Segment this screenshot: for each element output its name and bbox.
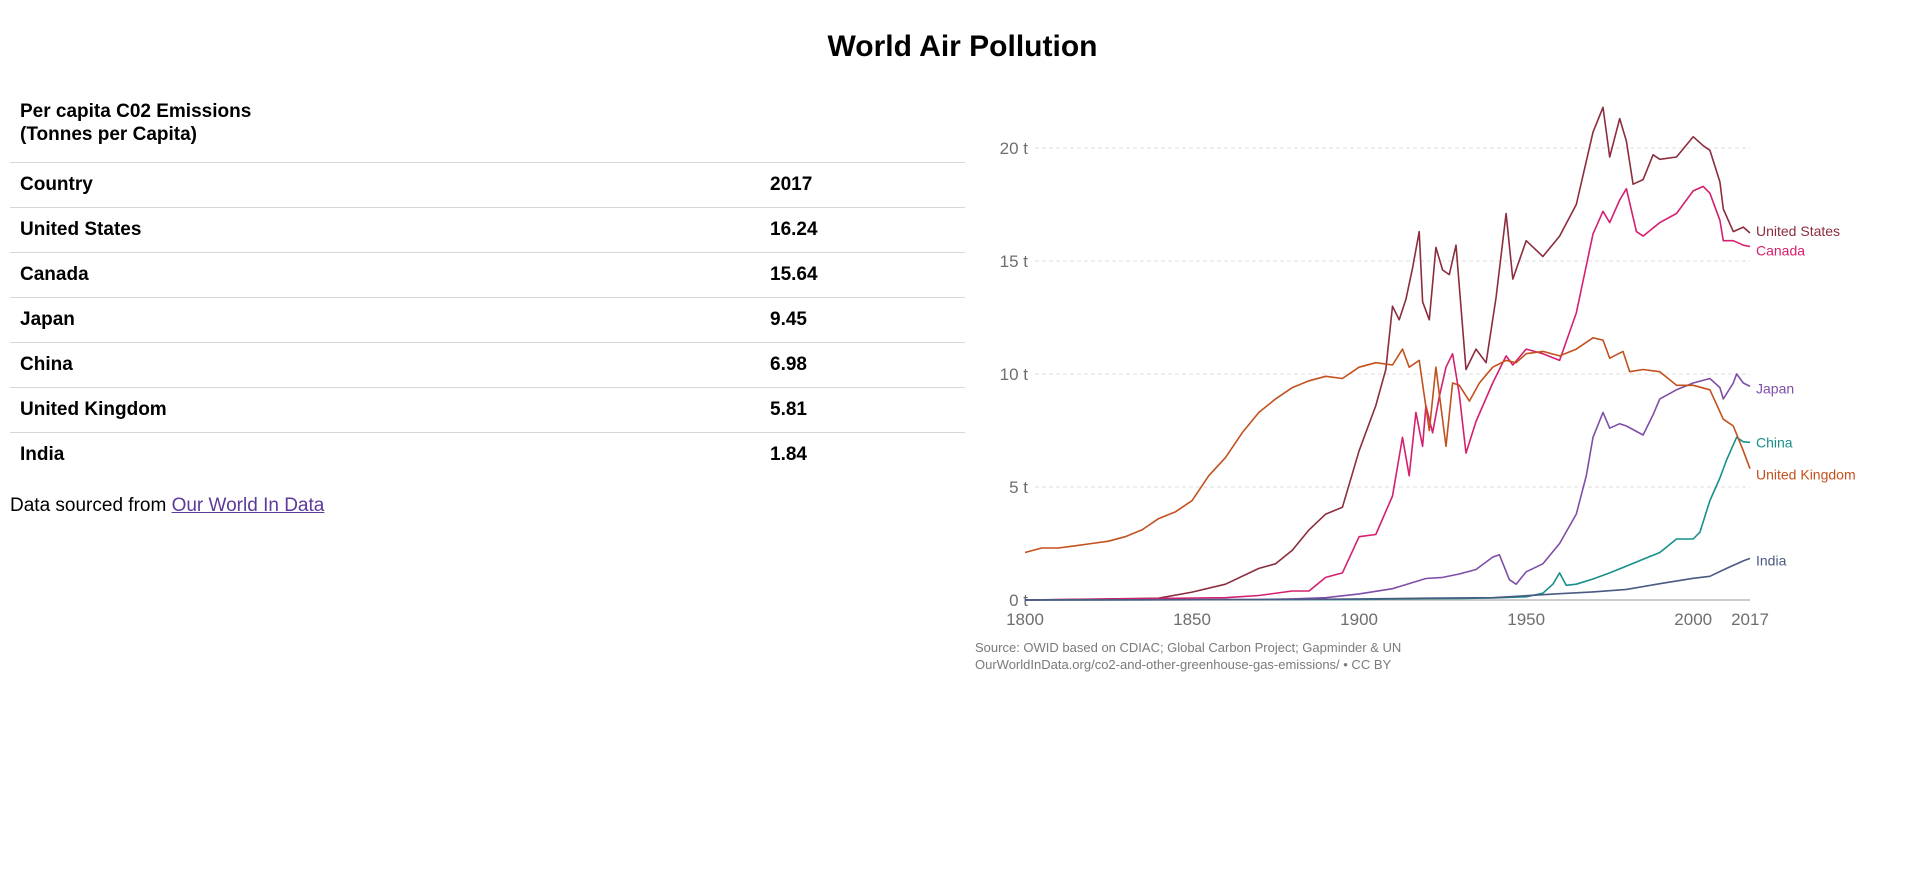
data-source-prefix: Data sourced from	[10, 495, 167, 516]
value-cell: 5.81	[760, 387, 965, 433]
series-line	[1024, 557, 1751, 601]
table-caption-line2: (Tonnes per Capita)	[20, 124, 197, 145]
country-cell: Canada	[10, 252, 760, 298]
series-label: China	[1756, 434, 1793, 450]
x-tick-label: 2017	[1731, 610, 1769, 629]
y-tick-label: 10 t	[1000, 365, 1029, 384]
emissions-table-panel: Per capita C02 Emissions (Tonnes per Cap…	[10, 100, 965, 477]
table-header-row: Country 2017	[10, 162, 965, 208]
data-source-link[interactable]: Our World In Data	[171, 495, 325, 516]
table-caption-row: Per capita C02 Emissions (Tonnes per Cap…	[10, 100, 965, 163]
table-row: United Kingdom 5.81	[10, 387, 965, 433]
data-source-line: Data sourced from Our World In Data	[10, 495, 324, 517]
y-tick-label: 20 t	[1000, 139, 1029, 158]
country-cell: United States	[10, 207, 760, 253]
x-tick-label: 1800	[1006, 610, 1044, 629]
series-line	[1024, 337, 1751, 554]
table-row: United States 16.24	[10, 207, 965, 253]
series-line	[1024, 106, 1751, 601]
series-label: India	[1756, 552, 1787, 568]
country-cell: United Kingdom	[10, 387, 760, 433]
emissions-line-chart: 0 t 5 t 10 t 15 t 20 t 1800 1850 1900 1950 2000 20…	[975, 106, 1856, 672]
series-label: United States	[1756, 223, 1840, 239]
x-tick-label: 1900	[1340, 610, 1378, 629]
table-caption: Per capita C02 Emissions (Tonnes per Cap…	[10, 100, 965, 163]
series-label: Japan	[1756, 380, 1794, 396]
y-tick-label: 0 t	[1009, 591, 1028, 610]
series-label: United Kingdom	[1756, 467, 1856, 483]
series-line	[1024, 185, 1751, 601]
x-tick-label: 1950	[1507, 610, 1545, 629]
country-cell: China	[10, 342, 760, 388]
series-line	[1024, 436, 1751, 601]
value-cell: 9.45	[760, 297, 965, 343]
country-cell: India	[10, 432, 760, 477]
value-cell: 15.64	[760, 252, 965, 298]
table-row: Canada 15.64	[10, 252, 965, 298]
column-header-year: 2017	[760, 162, 965, 208]
series-line	[1024, 373, 1751, 601]
table-row: India 1.84	[10, 432, 965, 477]
emissions-chart: 0 t 5 t 10 t 15 t 20 t 1800 1850 1900 1950 2000 20…	[975, 100, 1920, 680]
table-row: Japan 9.45	[10, 297, 965, 343]
y-tick-label: 15 t	[1000, 252, 1029, 271]
emissions-table: Per capita C02 Emissions (Tonnes per Cap…	[10, 100, 965, 477]
series-label: Canada	[1756, 243, 1805, 259]
page-title: World Air Pollution	[827, 30, 1098, 63]
value-cell: 6.98	[760, 342, 965, 388]
chart-source-line1: Source: OWID based on CDIAC; Global Carb…	[975, 640, 1401, 655]
country-cell: Japan	[10, 297, 760, 343]
chart-source-line2: OurWorldInData.org/co2-and-other-greenho…	[975, 657, 1391, 672]
x-tick-label: 1850	[1173, 610, 1211, 629]
table-caption-line1: Per capita C02 Emissions	[20, 101, 252, 122]
y-tick-label: 5 t	[1009, 478, 1028, 497]
column-header-country: Country	[10, 162, 760, 208]
value-cell: 16.24	[760, 207, 965, 253]
x-tick-label: 2000	[1674, 610, 1712, 629]
table-row: China 6.98	[10, 342, 965, 388]
value-cell: 1.84	[760, 432, 965, 477]
